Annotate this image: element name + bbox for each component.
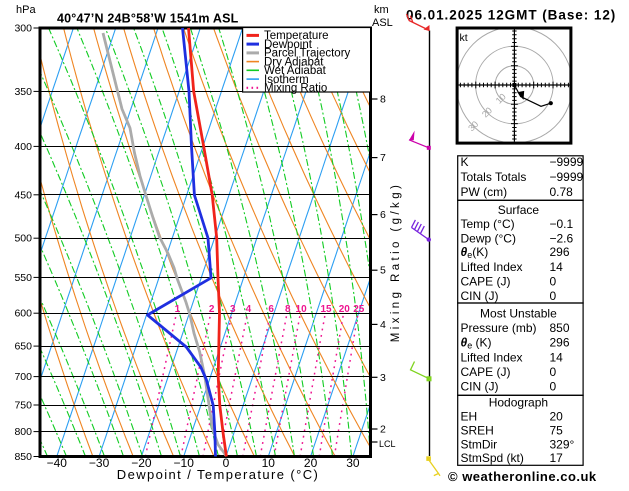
svg-text:20: 20 [480, 105, 494, 119]
svg-text:40°47’N 24B°58’W 1541m ASL: 40°47’N 24B°58’W 1541m ASL [57, 12, 239, 26]
svg-text:20: 20 [550, 409, 564, 423]
svg-text:850: 850 [550, 321, 570, 335]
svg-text:550: 550 [14, 272, 32, 284]
svg-text:Wet Adiabat: Wet Adiabat [264, 65, 327, 77]
svg-text:Totals Totals: Totals Totals [461, 170, 527, 184]
svg-text:700: 700 [14, 371, 32, 383]
svg-text:Dewpoint: Dewpoint [264, 39, 313, 51]
svg-text:−0.1: −0.1 [550, 217, 574, 231]
svg-text:0: 0 [223, 456, 230, 470]
svg-text:15: 15 [320, 304, 332, 315]
svg-text:CIN (J): CIN (J) [461, 289, 499, 303]
svg-text:−40: −40 [47, 456, 68, 470]
svg-text:StmSpd (kt): StmSpd (kt) [461, 451, 524, 465]
svg-text:450: 450 [14, 189, 32, 201]
svg-text:10: 10 [494, 92, 508, 106]
svg-text:4: 4 [380, 319, 386, 331]
svg-text:θe (K): θe (K) [461, 336, 492, 351]
svg-text:Surface: Surface [498, 203, 540, 217]
svg-text:Mixing Ratio: Mixing Ratio [264, 83, 327, 95]
svg-text:14: 14 [550, 350, 564, 364]
svg-text:Temperature: Temperature [264, 30, 329, 42]
svg-text:CIN (J): CIN (J) [461, 380, 499, 394]
svg-text:8: 8 [285, 304, 291, 315]
svg-text:650: 650 [14, 341, 32, 353]
svg-text:30: 30 [466, 119, 480, 133]
svg-text:2: 2 [209, 304, 215, 315]
svg-text:Hodograph: Hodograph [489, 396, 548, 410]
svg-text:Dewp (°C): Dewp (°C) [461, 232, 516, 246]
svg-text:0: 0 [550, 380, 557, 394]
svg-text:75: 75 [550, 423, 564, 437]
svg-text:Most Unstable: Most Unstable [480, 307, 557, 321]
svg-text:06.01.2025 12GMT (Base: 12): 06.01.2025 12GMT (Base: 12) [406, 8, 616, 23]
svg-text:350: 350 [14, 86, 32, 98]
svg-text:PW (cm): PW (cm) [461, 185, 508, 199]
svg-text:ASL: ASL [372, 17, 393, 29]
svg-text:30: 30 [346, 456, 360, 470]
svg-text:CAPE (J): CAPE (J) [461, 365, 511, 379]
svg-text:4: 4 [246, 304, 252, 315]
svg-text:−10: −10 [174, 456, 195, 470]
svg-text:7: 7 [380, 152, 386, 164]
svg-text:θe(K): θe(K) [461, 245, 489, 260]
svg-text:20: 20 [339, 304, 351, 315]
svg-text:3: 3 [380, 372, 386, 384]
svg-text:Pressure (mb): Pressure (mb) [461, 321, 537, 335]
svg-text:8: 8 [380, 94, 386, 106]
svg-text:StmDir: StmDir [461, 437, 498, 451]
svg-text:2: 2 [380, 424, 386, 436]
svg-text:−2.6: −2.6 [550, 232, 574, 246]
svg-text:6: 6 [268, 304, 274, 315]
svg-text:17: 17 [550, 451, 564, 465]
svg-text:14: 14 [550, 260, 564, 274]
svg-text:300: 300 [14, 23, 32, 35]
svg-text:5: 5 [380, 265, 386, 277]
svg-text:Lifted Index: Lifted Index [461, 260, 523, 274]
svg-text:750: 750 [14, 400, 32, 412]
svg-text:−20: −20 [131, 456, 152, 470]
svg-text:EH: EH [461, 409, 478, 423]
svg-text:LCL: LCL [379, 439, 396, 449]
svg-text:329°: 329° [550, 437, 575, 451]
svg-text:296: 296 [550, 336, 570, 350]
svg-text:600: 600 [14, 308, 32, 320]
svg-text:1: 1 [175, 304, 181, 315]
svg-text:10: 10 [296, 304, 308, 315]
svg-text:Dewpoint / Temperature (°C): Dewpoint / Temperature (°C) [117, 467, 319, 482]
svg-text:−9999: −9999 [550, 155, 584, 169]
svg-text:Dry Adiabat: Dry Adiabat [264, 56, 324, 68]
svg-text:km: km [374, 4, 389, 16]
svg-text:850: 850 [14, 451, 32, 463]
svg-text:kt: kt [460, 32, 468, 44]
svg-text:SREH: SREH [461, 423, 494, 437]
svg-text:hPa: hPa [16, 4, 36, 16]
svg-text:Isotherm: Isotherm [264, 74, 309, 86]
svg-text:K: K [461, 155, 469, 169]
svg-text:20: 20 [304, 456, 318, 470]
svg-text:Temp (°C): Temp (°C) [461, 217, 515, 231]
svg-text:500: 500 [14, 233, 32, 245]
svg-text:6: 6 [380, 209, 386, 221]
svg-text:25: 25 [353, 304, 365, 315]
svg-text:0: 0 [550, 365, 557, 379]
svg-text:0: 0 [550, 289, 557, 303]
svg-text:−9999: −9999 [550, 170, 584, 184]
svg-text:Parcel Trajectory: Parcel Trajectory [264, 48, 351, 60]
svg-text:3: 3 [230, 304, 236, 315]
svg-text:10: 10 [262, 456, 276, 470]
svg-text:296: 296 [550, 245, 570, 259]
svg-text:Mixing Ratio (g/kg): Mixing Ratio (g/kg) [390, 182, 402, 342]
svg-text:400: 400 [14, 141, 32, 153]
svg-text:CAPE (J): CAPE (J) [461, 275, 511, 289]
svg-text:© weatheronline.co.uk: © weatheronline.co.uk [448, 469, 597, 484]
svg-text:0: 0 [550, 275, 557, 289]
svg-text:800: 800 [14, 426, 32, 438]
svg-text:Lifted Index: Lifted Index [461, 350, 523, 364]
svg-text:0.78: 0.78 [550, 185, 574, 199]
svg-text:−30: −30 [89, 456, 110, 470]
